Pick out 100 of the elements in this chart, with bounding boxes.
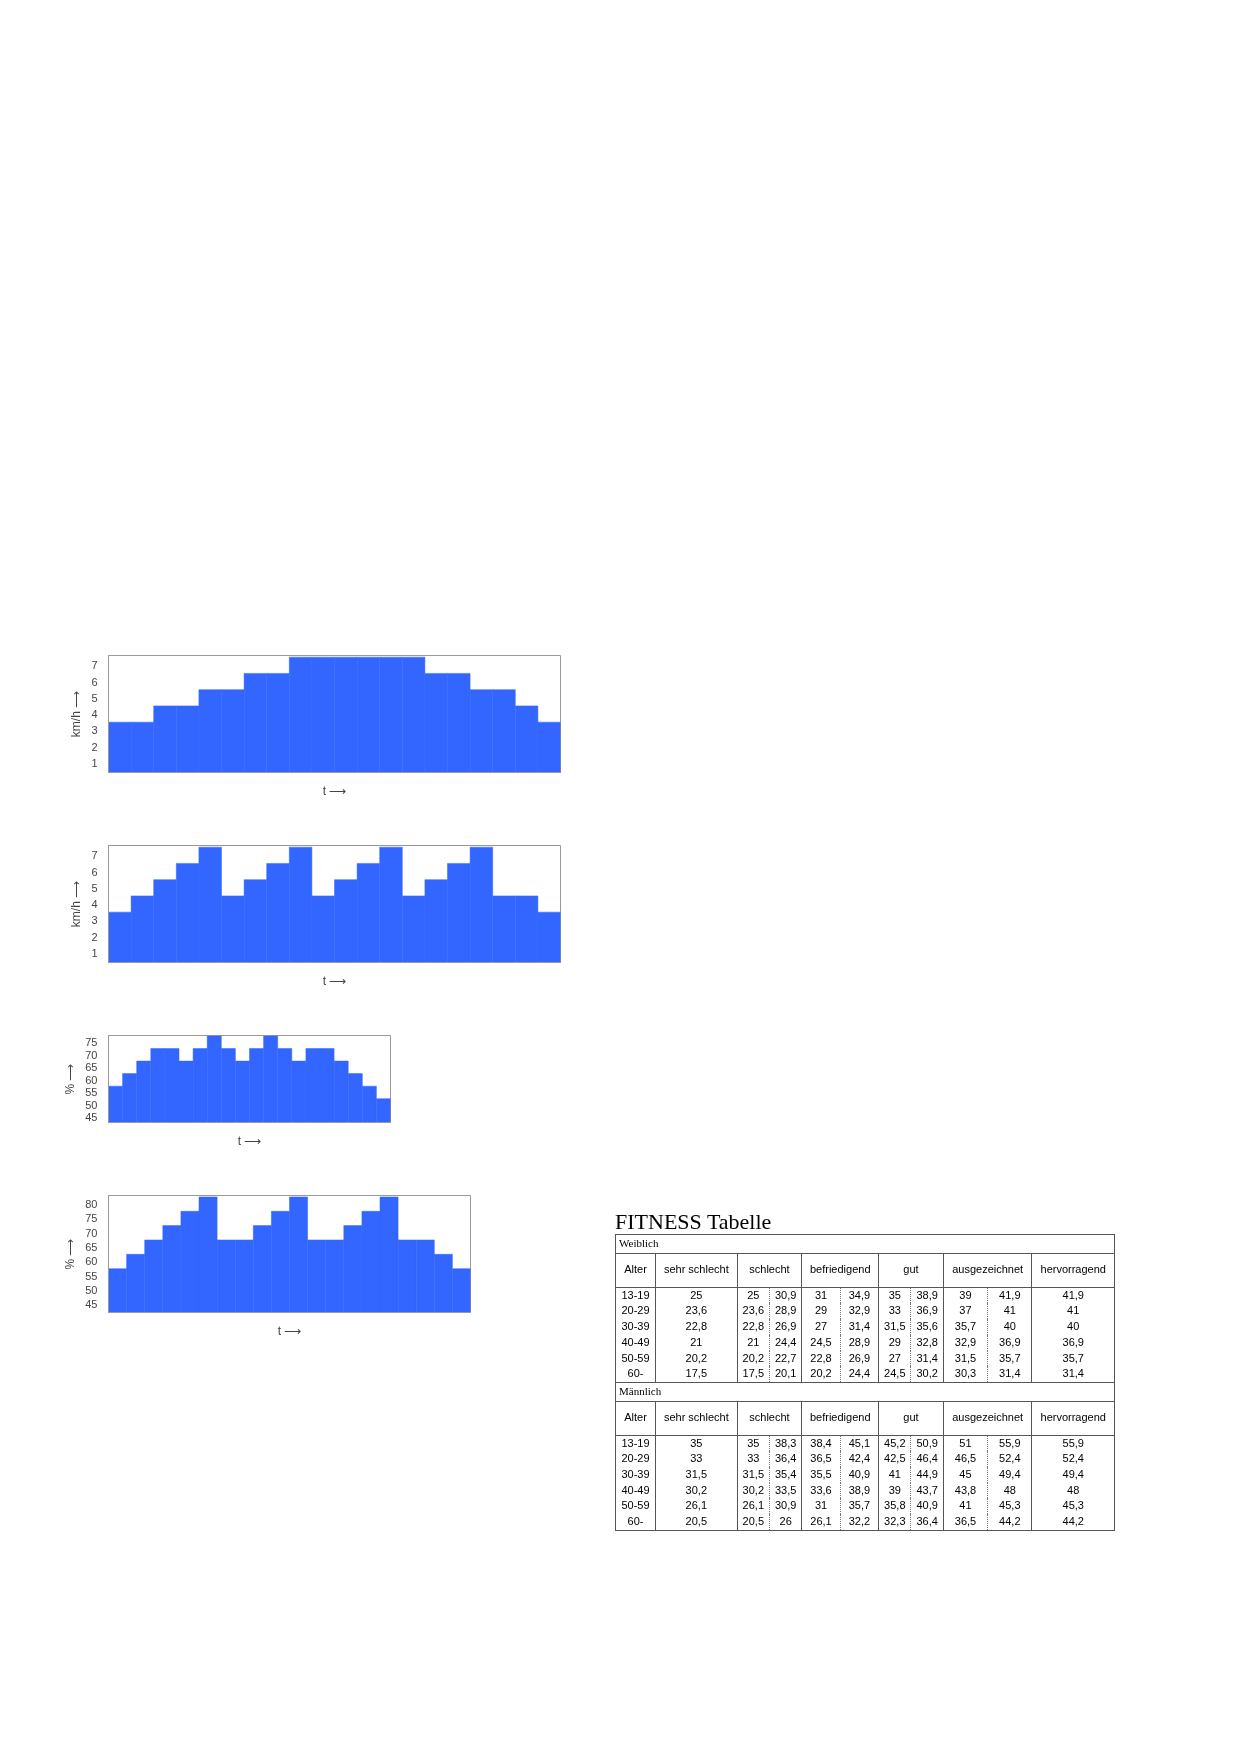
text: 43,7 [910, 1482, 944, 1499]
y-tick-label: 70 [85, 1226, 98, 1239]
text: 40-49 [615, 1334, 656, 1351]
text: ausgezeichnet [943, 1253, 1032, 1288]
text: 20-29 [615, 1303, 656, 1320]
text: 40 [1031, 1319, 1115, 1335]
text: 27 [801, 1319, 841, 1335]
y-tick-label: 65 [85, 1241, 98, 1254]
text: 31,4 [1031, 1366, 1115, 1383]
y-tick-label: 6 [91, 675, 98, 688]
text: 36,5 [801, 1451, 841, 1468]
text: 41 [1031, 1303, 1115, 1320]
text: 22,8 [655, 1319, 738, 1335]
y-tick-label: 60 [85, 1073, 98, 1086]
y-tick-label: 70 [85, 1048, 98, 1061]
text: 35,7 [987, 1350, 1032, 1367]
text: 36,9 [910, 1303, 944, 1320]
text: 33,6 [801, 1482, 841, 1499]
text: 36,9 [1031, 1334, 1115, 1351]
text: 55,9 [1031, 1435, 1115, 1452]
text: 41,9 [987, 1287, 1032, 1304]
text: 27 [878, 1350, 911, 1367]
text: 31,4 [987, 1366, 1032, 1383]
y-tick-label: 4 [91, 708, 98, 720]
text: Alter [615, 1253, 656, 1288]
text: 24,4 [769, 1334, 802, 1351]
text: 49,4 [987, 1467, 1032, 1483]
text: 25 [655, 1287, 738, 1304]
text: 30-39 [615, 1467, 656, 1483]
text: 26,1 [737, 1498, 770, 1515]
text: 40 [987, 1319, 1032, 1335]
text: 60- [615, 1366, 656, 1383]
text: 24,4 [840, 1366, 879, 1383]
text: 41 [878, 1467, 911, 1483]
y-tick-label: 75 [85, 1212, 98, 1225]
text: 41 [987, 1303, 1032, 1320]
text: 32,3 [878, 1514, 911, 1531]
text: 42,5 [878, 1451, 911, 1468]
text: 30,9 [769, 1287, 802, 1304]
text: 33 [737, 1451, 770, 1468]
text: 35,7 [1031, 1350, 1115, 1367]
text: 31,5 [655, 1467, 738, 1483]
text: hervorragend [1031, 1401, 1115, 1436]
text: 35,6 [910, 1319, 944, 1335]
y-tick-label: 80 [85, 1198, 98, 1211]
text: 28,9 [769, 1303, 802, 1320]
y-tick-label: 50 [85, 1284, 98, 1297]
text: 20,2 [801, 1366, 841, 1383]
text: 39 [878, 1482, 911, 1499]
text: 23,6 [737, 1303, 770, 1320]
y-tick-label: 4 [91, 898, 98, 910]
text: 39 [943, 1287, 988, 1304]
text: 44,2 [987, 1514, 1032, 1531]
text: 38,9 [910, 1287, 944, 1304]
y-tick-label: 45 [85, 1111, 98, 1124]
y-tick-label: 2 [91, 930, 98, 943]
x-axis-title: t ⟶ [277, 1323, 302, 1338]
text: 20,5 [655, 1514, 738, 1531]
text: 45 [943, 1467, 988, 1483]
text: 20,1 [769, 1366, 802, 1383]
y-tick-label: 2 [91, 740, 98, 753]
text: 32,2 [840, 1514, 879, 1531]
text: 55,9 [987, 1435, 1032, 1452]
y-tick-label: 50 [85, 1098, 98, 1111]
text: 46,5 [943, 1451, 988, 1468]
text: 31,5 [943, 1350, 988, 1367]
y-tick-label: 75 [85, 1036, 98, 1049]
text: 45,3 [987, 1498, 1032, 1515]
text: 20-29 [615, 1451, 656, 1468]
text: 29 [878, 1334, 911, 1351]
text: 48 [987, 1482, 1032, 1499]
text: 52,4 [987, 1451, 1032, 1468]
text: 40,9 [840, 1467, 879, 1483]
text: 50-59 [615, 1350, 656, 1367]
y-tick-label: 55 [85, 1086, 98, 1099]
text: gut [878, 1253, 944, 1288]
text: 43,8 [943, 1482, 988, 1499]
text: schlecht [737, 1253, 802, 1288]
text: 33 [655, 1451, 738, 1468]
text: 41,9 [1031, 1287, 1115, 1304]
text: FITNESS Tabelle [615, 1209, 773, 1234]
text: befriedigend [801, 1401, 879, 1436]
text: 46,4 [910, 1451, 944, 1468]
text: 26,9 [769, 1319, 802, 1335]
y-tick-label: 45 [85, 1298, 98, 1311]
text: 40,9 [910, 1498, 944, 1515]
text: 35 [737, 1435, 770, 1452]
y-tick-label: 3 [91, 724, 98, 737]
text: 32,9 [840, 1303, 879, 1320]
y-axis-title: % ⟶ [63, 1063, 78, 1095]
text: 21 [655, 1334, 738, 1351]
text: 32,8 [910, 1334, 944, 1351]
text: 33 [878, 1303, 911, 1320]
text: 31 [801, 1287, 841, 1304]
text: 23,6 [655, 1303, 738, 1320]
text: 24,5 [878, 1366, 911, 1383]
text: 26 [769, 1514, 802, 1531]
text: hervorragend [1031, 1253, 1115, 1288]
text: 44,9 [910, 1467, 944, 1483]
y-tick-label: 65 [85, 1061, 98, 1074]
